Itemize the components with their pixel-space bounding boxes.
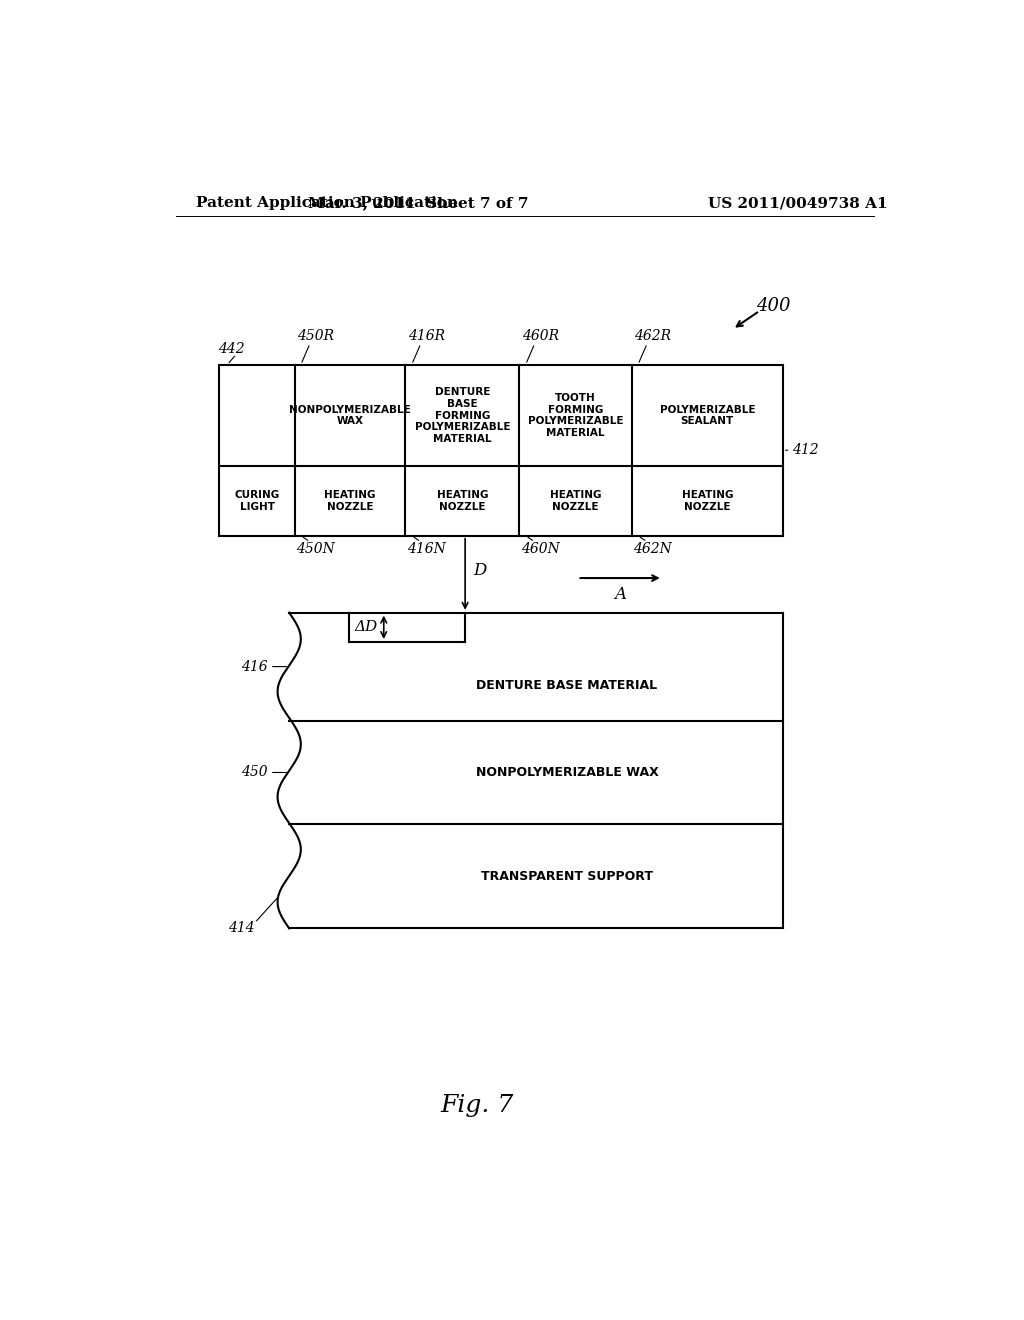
Text: HEATING
NOZZLE: HEATING NOZZLE [550,490,601,512]
Text: Fig. 7: Fig. 7 [440,1094,513,1117]
Text: DENTURE BASE MATERIAL: DENTURE BASE MATERIAL [476,678,657,692]
Text: 450: 450 [241,766,267,780]
Text: POLYMERIZABLE
SEALANT: POLYMERIZABLE SEALANT [659,405,755,426]
Text: 414: 414 [227,921,254,936]
Text: D: D [473,562,486,579]
Text: 416N: 416N [407,543,445,556]
Text: TOOTH
FORMING
POLYMERIZABLE
MATERIAL: TOOTH FORMING POLYMERIZABLE MATERIAL [527,393,624,438]
Text: 400: 400 [756,297,791,315]
Text: US 2011/0049738 A1: US 2011/0049738 A1 [708,197,888,210]
Text: 460N: 460N [521,543,560,556]
Bar [219,364,783,536]
Text: 412: 412 [793,444,819,457]
Text: 460R: 460R [521,329,559,343]
Text: 450R: 450R [297,329,334,343]
Text: 462N: 462N [633,543,672,556]
Text: 450N: 450N [296,543,335,556]
Text: CURING
LIGHT: CURING LIGHT [234,490,280,512]
Text: 416: 416 [241,660,267,673]
Text: HEATING
NOZZLE: HEATING NOZZLE [436,490,488,512]
Text: Mar. 3, 2011  Sheet 7 of 7: Mar. 3, 2011 Sheet 7 of 7 [308,197,528,210]
Text: NONPOLYMERIZABLE WAX: NONPOLYMERIZABLE WAX [476,766,658,779]
Text: A: A [614,586,626,603]
Text: NONPOLYMERIZABLE
WAX: NONPOLYMERIZABLE WAX [289,405,411,426]
Text: DENTURE
BASE
FORMING
POLYMERIZABLE
MATERIAL: DENTURE BASE FORMING POLYMERIZABLE MATER… [415,387,510,444]
Text: HEATING
NOZZLE: HEATING NOZZLE [325,490,376,512]
Text: Patent Application Publication: Patent Application Publication [197,197,458,210]
Text: 442: 442 [218,342,245,355]
Text: ΔD: ΔD [354,620,378,635]
Text: 462R: 462R [634,329,671,343]
Text: TRANSPARENT SUPPORT: TRANSPARENT SUPPORT [481,870,653,883]
Text: 416R: 416R [408,329,444,343]
Text: HEATING
NOZZLE: HEATING NOZZLE [682,490,733,512]
